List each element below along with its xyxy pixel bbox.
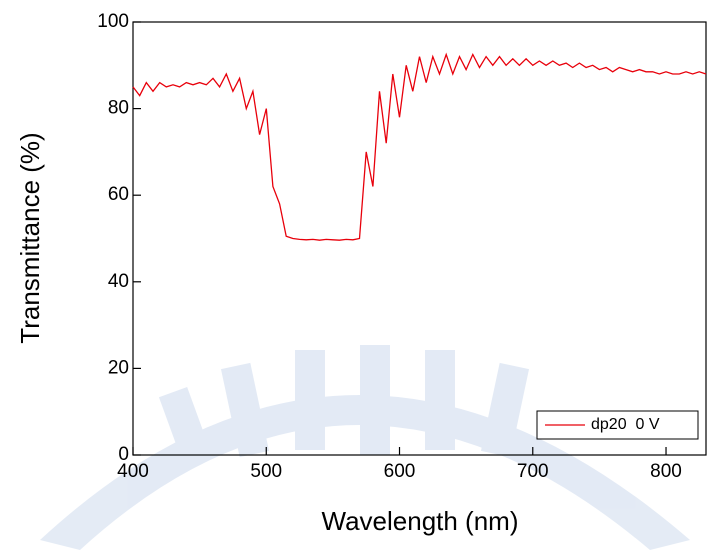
x-tick-label: 400 bbox=[117, 461, 149, 482]
y-tick-label: 80 bbox=[108, 98, 129, 119]
y-tick-label: 20 bbox=[108, 357, 129, 378]
legend-label: dp20 0 V bbox=[591, 416, 660, 433]
y-tick-label: 0 bbox=[118, 444, 129, 465]
x-tick-label: 500 bbox=[250, 461, 282, 482]
x-axis-title: Wavelength (nm) bbox=[322, 506, 519, 536]
plot-frame bbox=[132, 21, 707, 456]
data-line bbox=[132, 52, 707, 241]
watermark bbox=[40, 345, 690, 550]
x-tick-label: 700 bbox=[517, 461, 549, 482]
y-axis-title: Transmittance (%) bbox=[15, 132, 45, 343]
y-tick-label: 100 bbox=[97, 11, 129, 32]
y-tick-label: 40 bbox=[108, 271, 129, 292]
x-tick-label: 800 bbox=[650, 461, 682, 482]
y-tick-label: 60 bbox=[108, 184, 129, 205]
x-tick-label: 600 bbox=[384, 461, 416, 482]
